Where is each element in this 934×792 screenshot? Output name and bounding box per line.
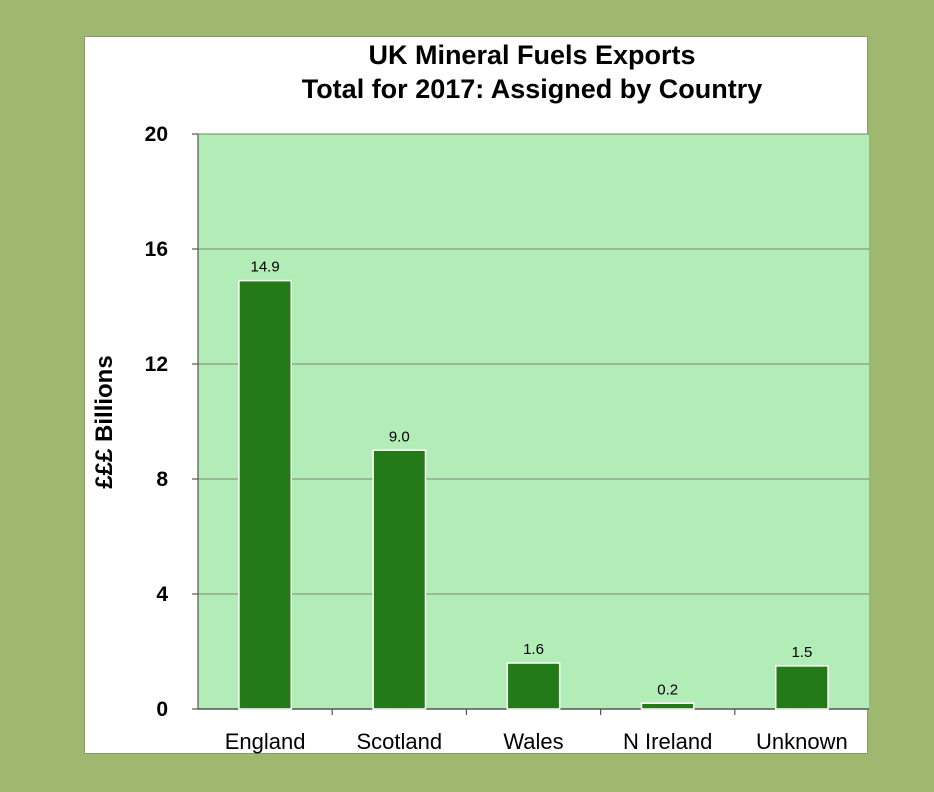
data-label: 1.5 (791, 644, 812, 661)
x-tick-label: Wales (503, 729, 563, 754)
bar-chart: UK Mineral Fuels Exports Total for 2017:… (91, 40, 869, 754)
x-tick-label: Unknown (756, 729, 848, 754)
y-tick-label: 0 (156, 698, 168, 721)
chart-panel: UK Mineral Fuels Exports Total for 2017:… (84, 36, 869, 754)
bar-unknown (774, 665, 829, 710)
y-tick-label: 16 (145, 238, 168, 261)
plot-area (198, 134, 869, 709)
y-tick-label: 4 (156, 583, 168, 606)
bars (238, 279, 829, 710)
bar-england (238, 279, 293, 710)
x-tick-label: Scotland (356, 729, 442, 754)
chart-subtitle: Total for 2017: Assigned by Country (302, 74, 763, 104)
y-tick-label: 12 (145, 353, 168, 376)
data-label: 14.9 (250, 259, 279, 276)
data-labels: 14.9 9.0 1.6 0.2 1.5 (250, 259, 812, 699)
y-axis-label: £££ Billions (91, 355, 118, 488)
grid-lines (198, 133, 869, 595)
y-tick-label: 8 (156, 468, 168, 491)
x-tick-labels: England Scotland Wales N Ireland Unknown (225, 729, 848, 754)
data-label: 9.0 (389, 428, 410, 445)
y-tick-label: 20 (145, 123, 168, 146)
bar-scotland (372, 449, 427, 710)
bar-n-ireland (640, 702, 695, 710)
data-label: 1.6 (523, 641, 544, 658)
chart-title: UK Mineral Fuels Exports (368, 40, 695, 70)
bar-wales (506, 662, 561, 710)
x-tick-label: N Ireland (623, 729, 712, 754)
x-tick-label: England (225, 729, 306, 754)
y-tick-labels: 0 4 8 12 16 20 (145, 123, 169, 721)
data-label: 0.2 (657, 681, 678, 698)
